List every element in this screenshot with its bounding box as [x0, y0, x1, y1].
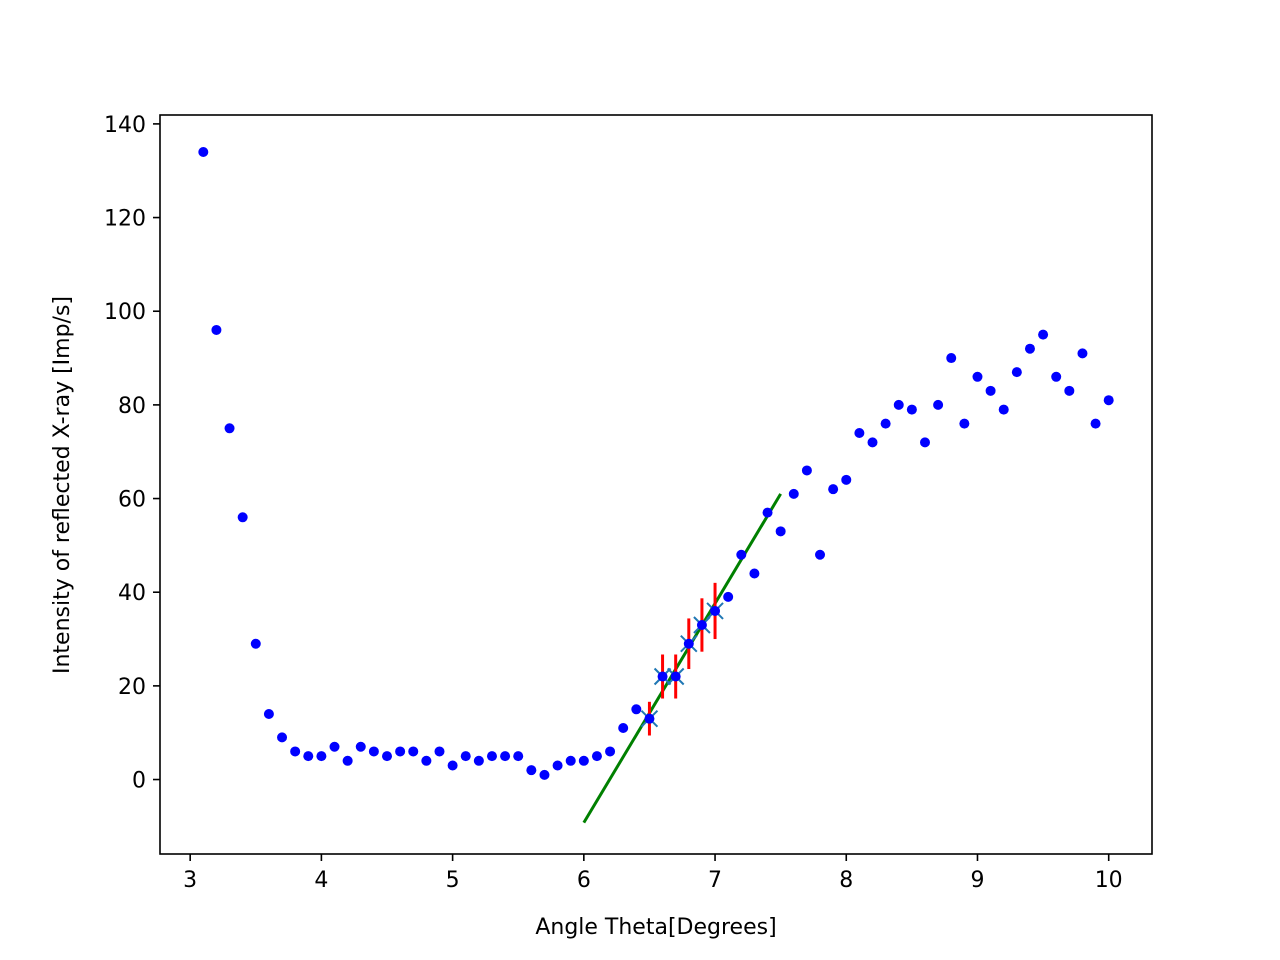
data-point: [1038, 329, 1049, 340]
x-tick-label: 7: [708, 868, 722, 893]
data-point: [1051, 371, 1062, 382]
data-point: [368, 746, 379, 757]
data-point: [224, 423, 235, 434]
data-point: [618, 723, 629, 734]
data-point: [237, 512, 248, 523]
data-point: [985, 385, 996, 396]
data-point: [1077, 348, 1088, 359]
y-axis: 0 20 40 60 80 100 120 140: [104, 113, 160, 794]
y-tick-label: 20: [118, 675, 146, 700]
data-point: [893, 399, 904, 410]
data-point: [552, 760, 563, 771]
data-point: [959, 418, 970, 429]
data-point: [854, 427, 865, 438]
data-point: [1011, 367, 1022, 378]
y-tick-label: 80: [118, 394, 146, 419]
data-point: [657, 671, 668, 682]
data-point: [670, 671, 681, 682]
data-point: [1103, 395, 1114, 406]
data-point: [946, 353, 957, 364]
data-point: [473, 755, 484, 766]
data-point: [919, 437, 930, 448]
axes-frame: [159, 114, 1153, 855]
data-point: [801, 465, 812, 476]
y-tick-label: 60: [118, 488, 146, 513]
y-tick-label: 100: [104, 300, 146, 325]
data-point: [513, 751, 524, 762]
data-point: [933, 399, 944, 410]
data-point: [342, 755, 353, 766]
x-tick-label: 4: [314, 868, 328, 893]
data-point: [762, 507, 773, 518]
data-point: [290, 746, 301, 757]
data-point: [395, 746, 406, 757]
data-point: [1090, 418, 1101, 429]
data-point: [1064, 385, 1075, 396]
x-tick-label: 10: [1095, 868, 1123, 893]
data-point: [972, 371, 983, 382]
x-tick-label: 9: [970, 868, 984, 893]
y-tick-label: 40: [118, 581, 146, 606]
data-point: [1024, 343, 1035, 354]
data-point: [644, 713, 655, 724]
data-point: [565, 755, 576, 766]
data-point: [605, 746, 616, 757]
y-tick-label: 0: [132, 769, 146, 794]
x-axis: 3 4 5 6 7 8 9 10: [183, 854, 1123, 893]
data-point: [828, 484, 839, 495]
x-axis-label: Angle Theta[Degrees]: [535, 915, 776, 940]
data-point: [277, 732, 288, 743]
data-point: [906, 404, 917, 415]
data-point: [460, 751, 471, 762]
data-point: [998, 404, 1009, 415]
data-point: [775, 526, 786, 537]
data-point: [486, 751, 497, 762]
data-point: [421, 755, 432, 766]
data-point: [329, 741, 340, 752]
data-point: [880, 418, 891, 429]
data-point: [211, 324, 222, 335]
data-point: [447, 760, 458, 771]
data-point: [263, 708, 274, 719]
x-tick-label: 3: [183, 868, 197, 893]
data-point: [408, 746, 419, 757]
data-point: [841, 474, 852, 485]
data-point: [500, 751, 511, 762]
data-point: [788, 488, 799, 499]
data-point: [867, 437, 878, 448]
data-point: [526, 765, 537, 776]
data-point: [303, 751, 314, 762]
data-point: [723, 591, 734, 602]
data-point: [749, 568, 760, 579]
data-point: [631, 704, 642, 715]
data-point: [539, 769, 550, 780]
y-tick-label: 140: [104, 113, 146, 138]
data-point: [591, 751, 602, 762]
data-point: [434, 746, 445, 757]
data-point: [198, 146, 209, 157]
data-point: [736, 549, 747, 560]
data-point: [710, 605, 721, 616]
data-point: [250, 638, 261, 649]
plot-area: [198, 146, 1114, 824]
data-point: [683, 638, 694, 649]
data-point: [382, 751, 393, 762]
x-tick-label: 8: [839, 868, 853, 893]
y-tick-label: 120: [104, 207, 146, 232]
x-tick-label: 5: [446, 868, 460, 893]
y-axis-label: Intensity of reflected X-ray [Imp/s]: [50, 296, 75, 674]
fit-line: [582, 493, 782, 824]
data-point: [578, 755, 589, 766]
data-point: [355, 741, 366, 752]
data-point: [696, 619, 707, 630]
x-tick-label: 6: [577, 868, 591, 893]
data-point: [316, 751, 327, 762]
data-point: [815, 549, 826, 560]
